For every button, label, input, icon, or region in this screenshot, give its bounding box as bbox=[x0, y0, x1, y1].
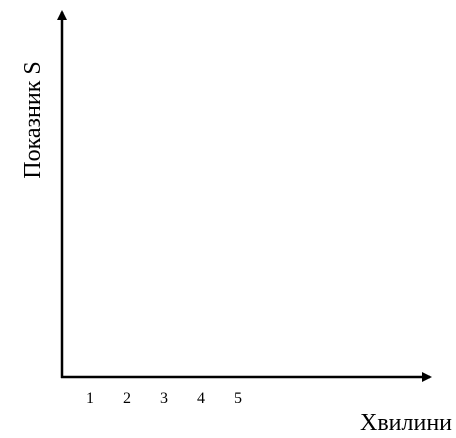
x-tick-label: 4 bbox=[197, 390, 205, 407]
x-axis-title: Хвилини bbox=[360, 410, 452, 436]
x-tick-labels: 1 2 3 4 5 bbox=[86, 390, 242, 407]
x-tick-label: 3 bbox=[160, 390, 168, 407]
x-tick-label: 1 bbox=[86, 390, 94, 407]
x-tick-label: 5 bbox=[234, 390, 242, 407]
x-tick-label: 2 bbox=[123, 390, 131, 407]
y-axis-title: Показник S bbox=[20, 61, 46, 178]
